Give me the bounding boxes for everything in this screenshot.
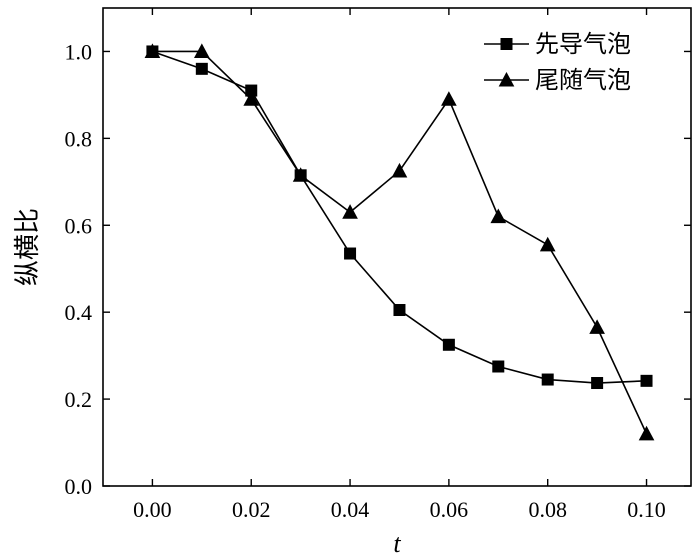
series-layer [144,43,655,441]
y-tick-label: 0.6 [65,213,93,238]
x-axis-ticks: 0.00 0.02 0.04 0.06 0.08 0.10 [133,8,666,522]
series-leading-bubble [146,45,653,390]
data-point [638,425,655,441]
data-point [393,304,406,317]
data-point [539,236,556,252]
series-trailing-bubble [144,43,655,441]
legend-item: 尾随气泡 [484,66,631,94]
data-point [490,208,507,224]
x-axis-title: t [393,529,401,558]
legend-item: 先导气泡 [484,30,631,58]
data-point [541,373,554,386]
data-point [442,338,455,351]
plot-frame [102,7,692,487]
y-tick-label: 1.0 [65,39,93,64]
series-line [152,50,647,384]
y-tick-label: 0.0 [65,474,93,499]
data-point [292,167,309,182]
x-tick-label: 0.04 [331,497,370,522]
x-tick-label: 0.02 [232,497,271,522]
x-tick-label: 0.10 [627,497,666,522]
legend-marker [498,71,515,87]
legend-marker [500,38,513,50]
data-point [591,377,604,390]
data-point [195,62,208,75]
data-point [441,91,457,106]
y-axis-title: 纵横比 [13,208,42,286]
data-point [243,91,260,106]
y-tick-label: 0.2 [65,387,93,412]
data-point [342,204,358,219]
data-point [492,360,505,373]
data-point [193,43,210,58]
legend-label: 先导气泡 [535,30,631,58]
series-line [152,50,648,435]
x-tick-label: 0.08 [528,497,567,522]
data-point [344,247,357,260]
y-tick-label: 0.8 [65,126,93,151]
y-axis-ticks: 0.0 0.2 0.4 0.6 0.8 1.0 [65,39,691,499]
data-point [589,319,605,334]
data-point [144,43,161,58]
legend-label: 尾随气泡 [535,66,631,94]
x-tick-label: 0.00 [133,497,172,522]
data-point [391,162,408,178]
data-point [640,374,653,387]
y-tick-label: 0.4 [65,300,93,325]
x-tick-label: 0.06 [430,497,469,522]
